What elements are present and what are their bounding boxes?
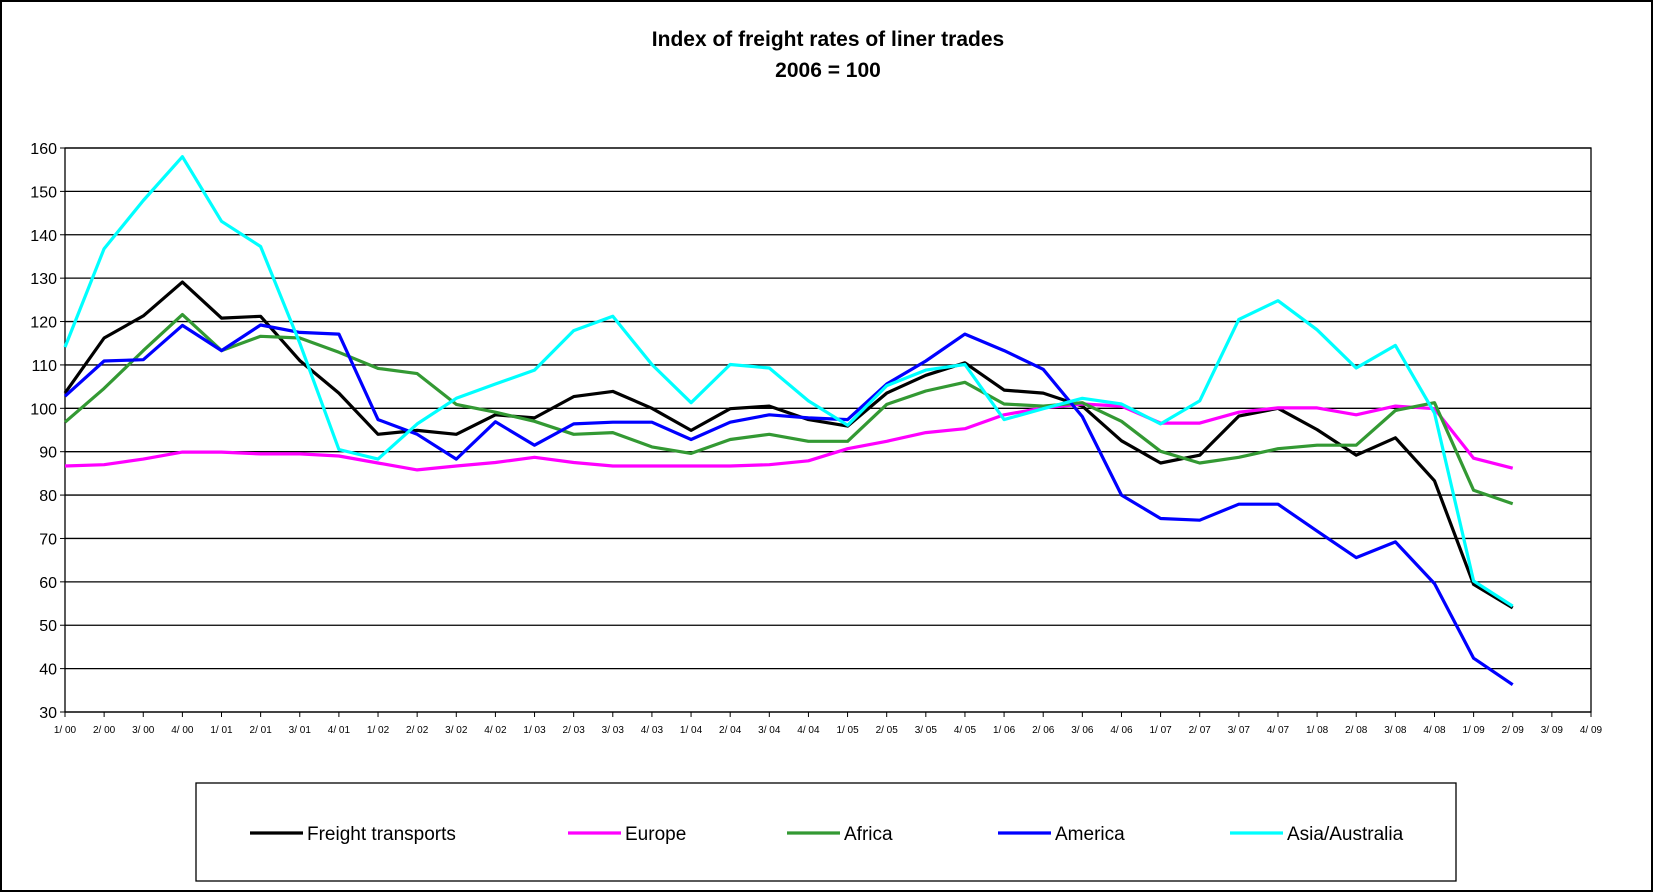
legend-label: Freight transports [307, 824, 456, 845]
x-tick-label: 1/ 04 [680, 725, 703, 736]
x-tick-label: 2/ 07 [1189, 725, 1212, 736]
x-tick-label: 3/ 08 [1384, 725, 1407, 736]
x-tick-label: 4/ 00 [171, 725, 194, 736]
x-tick-label: 3/ 06 [1071, 725, 1094, 736]
x-tick-label: 1/ 01 [210, 725, 233, 736]
x-tick-label: 1/ 03 [523, 725, 546, 736]
y-tick-label: 150 [30, 184, 57, 201]
series-line-america [63, 323, 1514, 687]
x-tick-label: 2/ 03 [563, 725, 586, 736]
y-tick-label: 80 [39, 488, 57, 505]
series-line-africa [63, 313, 1514, 506]
plot-area [64, 147, 1592, 713]
x-tick-label: 2/ 09 [1502, 725, 1525, 736]
legend: Freight transports Europe Africa America Asi… [250, 824, 1404, 845]
x-tick-label: 4/ 08 [1423, 725, 1446, 736]
y-tick-label: 140 [30, 228, 57, 245]
x-tick-label: 4/ 03 [641, 725, 664, 736]
series-line-europe [64, 402, 1514, 472]
y-tick-label: 60 [39, 575, 57, 592]
y-tick-label: 130 [30, 271, 57, 288]
x-tick-label: 3/ 05 [915, 725, 938, 736]
x-tick-label: 3/ 03 [602, 725, 625, 736]
x-tick-label: 3/ 04 [758, 725, 781, 736]
x-axis-tick-labels: 1/ 00 2/ 00 3/ 00 4/ 00 1/ 01 2/ 01 3/ 01 4/ 01… [54, 712, 1603, 736]
x-tick-label: 2/ 08 [1345, 725, 1368, 736]
y-tick-label: 50 [39, 618, 57, 635]
x-tick-label: 1/ 09 [1462, 725, 1485, 736]
x-tick-label: 3/ 07 [1228, 725, 1251, 736]
legend-label: America [1055, 824, 1125, 845]
x-tick-label: 2/ 01 [250, 725, 273, 736]
y-tick-label: 70 [39, 531, 57, 548]
chart-subtitle: 2006 = 100 [775, 59, 881, 82]
y-tick-label: 90 [39, 445, 57, 462]
x-tick-label: 2/ 04 [719, 725, 742, 736]
x-tick-label: 4/ 05 [954, 725, 977, 736]
x-tick-label: 4/ 09 [1580, 725, 1603, 736]
series-line-asia-australia [63, 155, 1514, 608]
y-axis-tick-labels: 30 40 50 60 70 80 90 100 110 120 130 140 150 160 [30, 141, 65, 722]
legend-label: Africa [844, 824, 893, 845]
x-tick-label: 3/ 00 [132, 725, 155, 736]
x-tick-label: 1/ 02 [367, 725, 390, 736]
series-line-freight-transports [63, 280, 1514, 610]
x-tick-label: 1/ 07 [1149, 725, 1172, 736]
x-tick-label: 4/ 07 [1267, 725, 1290, 736]
x-tick-label: 1/ 05 [836, 725, 859, 736]
x-tick-label: 2/ 00 [93, 725, 116, 736]
y-tick-label: 40 [39, 662, 57, 679]
series-lines [63, 155, 1514, 687]
x-tick-label: 3/ 09 [1541, 725, 1564, 736]
x-tick-label: 2/ 06 [1032, 725, 1055, 736]
x-tick-label: 1/ 08 [1306, 725, 1329, 736]
y-gridlines [65, 147, 1591, 713]
x-tick-label: 4/ 06 [1110, 725, 1133, 736]
chart-title: Index of freight rates of liner trades [652, 28, 1004, 51]
y-tick-label: 120 [30, 315, 57, 332]
x-tick-label: 3/ 02 [445, 725, 468, 736]
x-tick-label: 4/ 04 [797, 725, 820, 736]
y-tick-label: 110 [31, 358, 57, 375]
x-tick-label: 3/ 01 [289, 725, 312, 736]
legend-label: Europe [625, 824, 686, 845]
x-tick-label: 4/ 02 [484, 725, 507, 736]
x-tick-label: 1/ 00 [54, 725, 77, 736]
x-tick-label: 4/ 01 [328, 725, 351, 736]
x-tick-label: 2/ 02 [406, 725, 429, 736]
x-tick-label: 1/ 06 [993, 725, 1016, 736]
x-tick-label: 2/ 05 [876, 725, 899, 736]
y-tick-label: 30 [39, 705, 57, 722]
legend-label: Asia/Australia [1287, 824, 1404, 845]
y-tick-label: 100 [30, 401, 57, 418]
y-tick-label: 160 [30, 141, 57, 158]
